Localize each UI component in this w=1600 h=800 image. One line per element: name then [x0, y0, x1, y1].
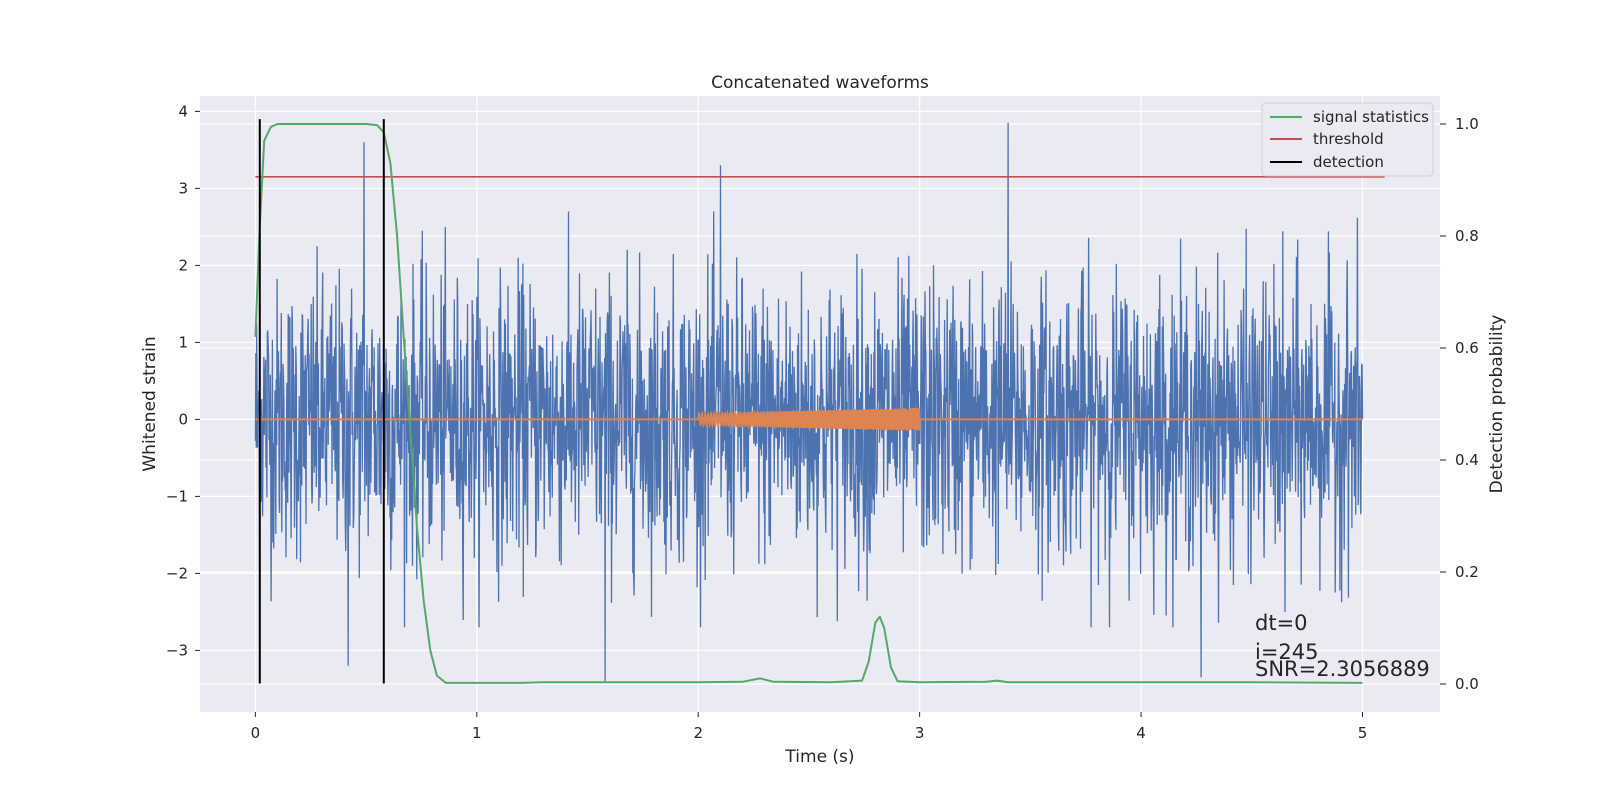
- y-tick-label: −3: [166, 641, 188, 659]
- injection-chirp: [697, 407, 921, 432]
- y-tick-label: −2: [166, 564, 188, 582]
- x-tick-label: 4: [1136, 724, 1146, 742]
- annotation-snr: SNR=2.3056889: [1255, 657, 1430, 681]
- y-right-tick-label: 0.8: [1455, 227, 1479, 245]
- y-tick-label: −1: [166, 487, 188, 505]
- y-right-tick-label: 0.2: [1455, 563, 1479, 581]
- signal-statistics-series: [254, 123, 1363, 684]
- y-right-tick-label: 1.0: [1455, 115, 1479, 133]
- noise-line: [254, 122, 1364, 682]
- y-axis-label: Whitened strain: [140, 336, 160, 471]
- signal-statistics-line: [254, 123, 1363, 684]
- noise-series: [254, 122, 1364, 682]
- y-right-tick-label: 0.6: [1455, 339, 1479, 357]
- detection-series: [258, 119, 385, 684]
- x-tick-label: 3: [915, 724, 925, 742]
- x-tick-label: 2: [693, 724, 703, 742]
- legend-label-signal-statistics: signal statistics: [1313, 108, 1429, 126]
- x-axis-label: Time (s): [784, 747, 854, 767]
- y-tick-label: 1: [178, 333, 188, 351]
- y-axis-ticks: −3 −2 −1 0 1 2 3 4: [166, 102, 200, 659]
- y-tick-label: 3: [178, 179, 188, 197]
- y-tick-label: 2: [178, 256, 188, 274]
- x-tick-label: 0: [251, 724, 261, 742]
- legend: signal statistics threshold detection: [1261, 102, 1434, 177]
- legend-label-threshold: threshold: [1313, 130, 1384, 148]
- y-right-tick-label: 0.0: [1455, 675, 1479, 693]
- legend-label-detection: detection: [1313, 153, 1384, 171]
- y-right-axis-ticks: 0.0 0.2 0.4 0.6 0.8 1.0: [1440, 115, 1479, 693]
- legend-box: [1261, 102, 1434, 177]
- chart-title: Concatenated waveforms: [711, 73, 929, 93]
- y-right-axis-label: Detection probability: [1487, 315, 1507, 494]
- x-axis-ticks: 0 1 2 3 4 5: [251, 712, 1368, 742]
- injection-series: [255, 407, 1363, 432]
- y-right-tick-label: 0.4: [1455, 451, 1479, 469]
- annotation-dt: dt=0: [1255, 611, 1308, 635]
- x-tick-label: 1: [472, 724, 482, 742]
- y-tick-label: 4: [178, 102, 188, 120]
- x-tick-label: 5: [1358, 724, 1368, 742]
- annotation-index: i=245: [1255, 640, 1319, 664]
- y-tick-label: 0: [178, 410, 188, 428]
